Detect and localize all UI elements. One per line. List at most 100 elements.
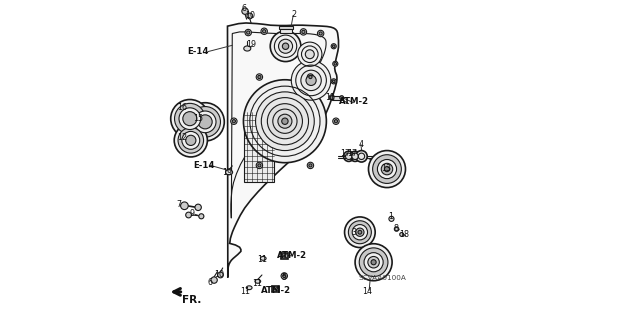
Circle shape (368, 256, 380, 268)
Circle shape (381, 163, 393, 175)
Text: 17: 17 (347, 149, 357, 158)
Circle shape (198, 115, 212, 129)
Circle shape (230, 118, 237, 124)
Text: 14: 14 (362, 287, 372, 296)
Circle shape (262, 30, 266, 33)
Circle shape (332, 45, 335, 48)
Circle shape (281, 273, 287, 279)
Circle shape (344, 217, 375, 248)
Text: 6: 6 (207, 278, 212, 287)
Circle shape (356, 228, 364, 236)
Ellipse shape (244, 46, 251, 51)
Text: SCVAA0100A: SCVAA0100A (358, 275, 406, 281)
Bar (244, 112, 275, 182)
Text: 18: 18 (399, 230, 410, 239)
Bar (272, 286, 279, 292)
Ellipse shape (225, 170, 232, 175)
Circle shape (247, 13, 253, 19)
Circle shape (346, 153, 352, 160)
Text: 11: 11 (240, 287, 250, 296)
Circle shape (245, 29, 252, 36)
Circle shape (171, 100, 209, 138)
Circle shape (372, 155, 401, 183)
Circle shape (178, 128, 204, 153)
Text: 19: 19 (246, 40, 257, 49)
Text: 9: 9 (189, 209, 195, 218)
Circle shape (301, 70, 321, 91)
Bar (281, 253, 288, 259)
Text: 16: 16 (177, 103, 187, 112)
Circle shape (242, 8, 248, 14)
Circle shape (256, 74, 262, 80)
Circle shape (195, 204, 202, 211)
Circle shape (186, 103, 224, 141)
Circle shape (333, 118, 339, 124)
Ellipse shape (255, 279, 260, 283)
Circle shape (282, 118, 288, 124)
Bar (280, 29, 292, 33)
Text: ATM-2: ATM-2 (277, 251, 307, 260)
Text: 2: 2 (291, 10, 296, 19)
Text: 6: 6 (241, 4, 246, 13)
Circle shape (305, 50, 314, 59)
Circle shape (352, 225, 367, 240)
Circle shape (283, 274, 286, 278)
Circle shape (186, 135, 196, 145)
Text: 3: 3 (351, 228, 356, 237)
Text: 11: 11 (325, 93, 335, 102)
Text: 10: 10 (214, 270, 225, 279)
Text: 1: 1 (388, 212, 393, 221)
Circle shape (330, 96, 333, 99)
Circle shape (195, 111, 216, 133)
Circle shape (298, 42, 322, 66)
Circle shape (246, 31, 250, 34)
Text: E-14: E-14 (193, 161, 214, 170)
Circle shape (400, 233, 404, 236)
Circle shape (371, 260, 376, 265)
Circle shape (352, 153, 358, 160)
Circle shape (174, 124, 207, 157)
Circle shape (331, 44, 336, 49)
Text: 15: 15 (193, 114, 204, 122)
Circle shape (330, 96, 334, 100)
Circle shape (268, 104, 303, 139)
Circle shape (319, 32, 322, 35)
Circle shape (309, 164, 312, 167)
Circle shape (378, 160, 397, 179)
Circle shape (278, 114, 292, 128)
Circle shape (329, 95, 334, 100)
Circle shape (356, 151, 367, 162)
Circle shape (385, 167, 390, 172)
Circle shape (331, 79, 336, 84)
Circle shape (364, 253, 383, 272)
Text: 10: 10 (245, 11, 255, 20)
Circle shape (291, 61, 331, 100)
Circle shape (211, 277, 218, 283)
Circle shape (232, 120, 236, 123)
Circle shape (199, 214, 204, 219)
Circle shape (302, 30, 305, 33)
Text: ATM-2: ATM-2 (261, 286, 291, 295)
Text: 11: 11 (257, 256, 267, 264)
Text: 5: 5 (281, 273, 286, 282)
Text: 12: 12 (177, 133, 188, 142)
Text: FR.: FR. (182, 295, 202, 305)
Bar (278, 26, 293, 29)
Circle shape (190, 107, 220, 137)
Circle shape (355, 244, 392, 281)
Circle shape (278, 39, 292, 53)
Circle shape (261, 28, 268, 34)
Bar (332, 96, 342, 100)
Circle shape (348, 221, 371, 244)
Circle shape (258, 75, 261, 78)
Text: 19: 19 (223, 168, 232, 177)
Polygon shape (227, 23, 339, 278)
Text: 11: 11 (252, 279, 262, 288)
Circle shape (306, 75, 316, 85)
Text: 4: 4 (358, 140, 364, 149)
Circle shape (369, 151, 406, 188)
Circle shape (307, 74, 314, 80)
Ellipse shape (260, 256, 266, 260)
Circle shape (332, 80, 335, 83)
Circle shape (183, 112, 197, 126)
